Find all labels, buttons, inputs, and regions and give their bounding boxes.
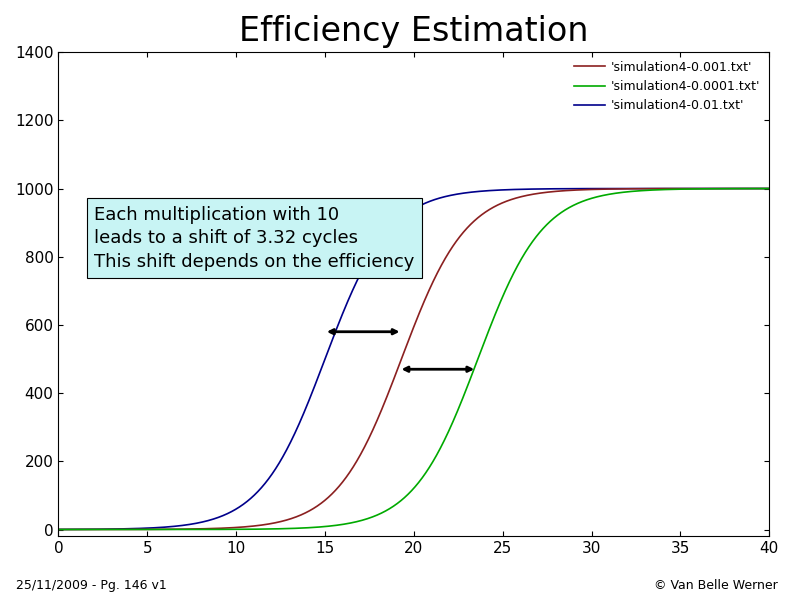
'simulation4-0.0001.txt' <box>399 494 409 502</box>
Line: 'simulation4-0.001.txt': 'simulation4-0.001.txt' <box>59 189 769 530</box>
'simulation4-0.001.txt' <box>399 349 409 356</box>
'simulation4-0.01.txt' <box>614 185 623 192</box>
'simulation4-0.01.txt' <box>380 231 390 238</box>
'simulation4-0.001.txt' <box>765 185 774 192</box>
'simulation4-0.01.txt' <box>744 185 754 192</box>
'simulation4-0.001.txt' <box>54 526 64 533</box>
Title: Efficiency Estimation: Efficiency Estimation <box>239 15 588 48</box>
'simulation4-0.001.txt' <box>90 526 99 533</box>
'simulation4-0.001.txt' <box>614 186 623 193</box>
'simulation4-0.01.txt' <box>765 185 774 192</box>
'simulation4-0.001.txt' <box>744 185 754 192</box>
Text: © Van Belle Werner: © Van Belle Werner <box>654 579 778 592</box>
Legend: 'simulation4-0.001.txt', 'simulation4-0.0001.txt', 'simulation4-0.01.txt': 'simulation4-0.001.txt', 'simulation4-0.… <box>569 56 765 117</box>
Line: 'simulation4-0.01.txt': 'simulation4-0.01.txt' <box>59 189 769 530</box>
'simulation4-0.001.txt' <box>380 397 390 405</box>
Text: 25/11/2009 - Pg. 146 v1: 25/11/2009 - Pg. 146 v1 <box>16 579 167 592</box>
'simulation4-0.01.txt' <box>744 185 754 192</box>
'simulation4-0.01.txt' <box>54 526 64 533</box>
'simulation4-0.0001.txt' <box>765 185 774 192</box>
'simulation4-0.01.txt' <box>90 525 99 533</box>
'simulation4-0.0001.txt' <box>614 189 623 196</box>
'simulation4-0.0001.txt' <box>90 526 99 533</box>
'simulation4-0.001.txt' <box>744 185 754 192</box>
'simulation4-0.0001.txt' <box>744 185 754 192</box>
'simulation4-0.0001.txt' <box>380 508 390 515</box>
Text: Each multiplication with 10
leads to a shift of 3.32 cycles
This shift depends o: Each multiplication with 10 leads to a s… <box>94 205 414 271</box>
'simulation4-0.0001.txt' <box>54 526 64 533</box>
'simulation4-0.01.txt' <box>399 212 409 219</box>
'simulation4-0.0001.txt' <box>744 185 754 192</box>
Line: 'simulation4-0.0001.txt': 'simulation4-0.0001.txt' <box>59 189 769 530</box>
